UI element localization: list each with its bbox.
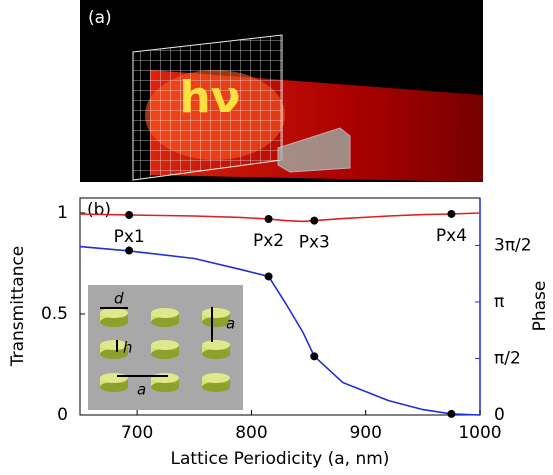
y2-tick-label: 3π/2 — [494, 235, 532, 255]
pillar-top — [151, 373, 179, 383]
pillar-base — [202, 349, 230, 359]
phase-marker — [125, 247, 133, 255]
y2-tick-label: π/2 — [494, 348, 521, 368]
transmittance-marker — [310, 217, 318, 225]
y2-tick-label: 0 — [494, 405, 505, 425]
phase-marker — [265, 272, 273, 280]
figure: hν (a) (b) Lattice Periodicity (a, nm) T… — [0, 0, 553, 471]
transmittance-marker — [265, 215, 273, 223]
point-label: Px3 — [299, 233, 330, 253]
point-label: Px1 — [114, 227, 145, 247]
hv-text: hν — [179, 72, 240, 123]
pillar-top — [151, 308, 179, 318]
y-tick-label: 0 — [57, 405, 68, 425]
series-line — [80, 213, 480, 221]
y2-tick-label: π — [494, 292, 504, 312]
pillar-top — [202, 373, 230, 383]
x-axis-label: Lattice Periodicity (a, nm) — [171, 449, 390, 469]
transmittance-marker — [447, 210, 455, 218]
panel-b-label: (b) — [87, 200, 111, 220]
phase-marker — [310, 352, 318, 360]
pillar-base — [151, 349, 179, 359]
pillar-base — [151, 317, 179, 327]
x-tick-label: 700 — [121, 423, 153, 443]
panel-a-label: (a) — [88, 8, 112, 28]
x-tick-label: 900 — [349, 423, 381, 443]
y-axis-label: Transmittance — [8, 246, 28, 368]
transmittance-marker — [125, 211, 133, 219]
point-label: Px2 — [253, 231, 284, 251]
inset-label: h — [123, 339, 133, 357]
point-label: Px4 — [436, 226, 467, 246]
pillar-base — [100, 317, 128, 327]
pillar-base — [151, 382, 179, 392]
pillar-top — [100, 373, 128, 383]
x-tick-label: 800 — [235, 423, 267, 443]
inset-label: a — [226, 315, 235, 333]
pillar-top — [202, 340, 230, 350]
phase-marker — [447, 410, 455, 418]
pillar-top — [100, 308, 128, 318]
pillar-base — [202, 382, 230, 392]
inset-label: a — [137, 381, 146, 399]
y-tick-label: 0.5 — [41, 304, 68, 324]
inset-label: d — [114, 290, 124, 308]
inset — [100, 308, 230, 392]
pillar-top — [151, 340, 179, 350]
page: hν (a) (b) Lattice Periodicity (a, nm) T… — [0, 0, 553, 471]
pillar-base — [100, 382, 128, 392]
x-tick-label: 1000 — [458, 423, 501, 443]
y-tick-label: 1 — [57, 203, 68, 223]
y2-axis-label: Phase — [530, 281, 550, 332]
